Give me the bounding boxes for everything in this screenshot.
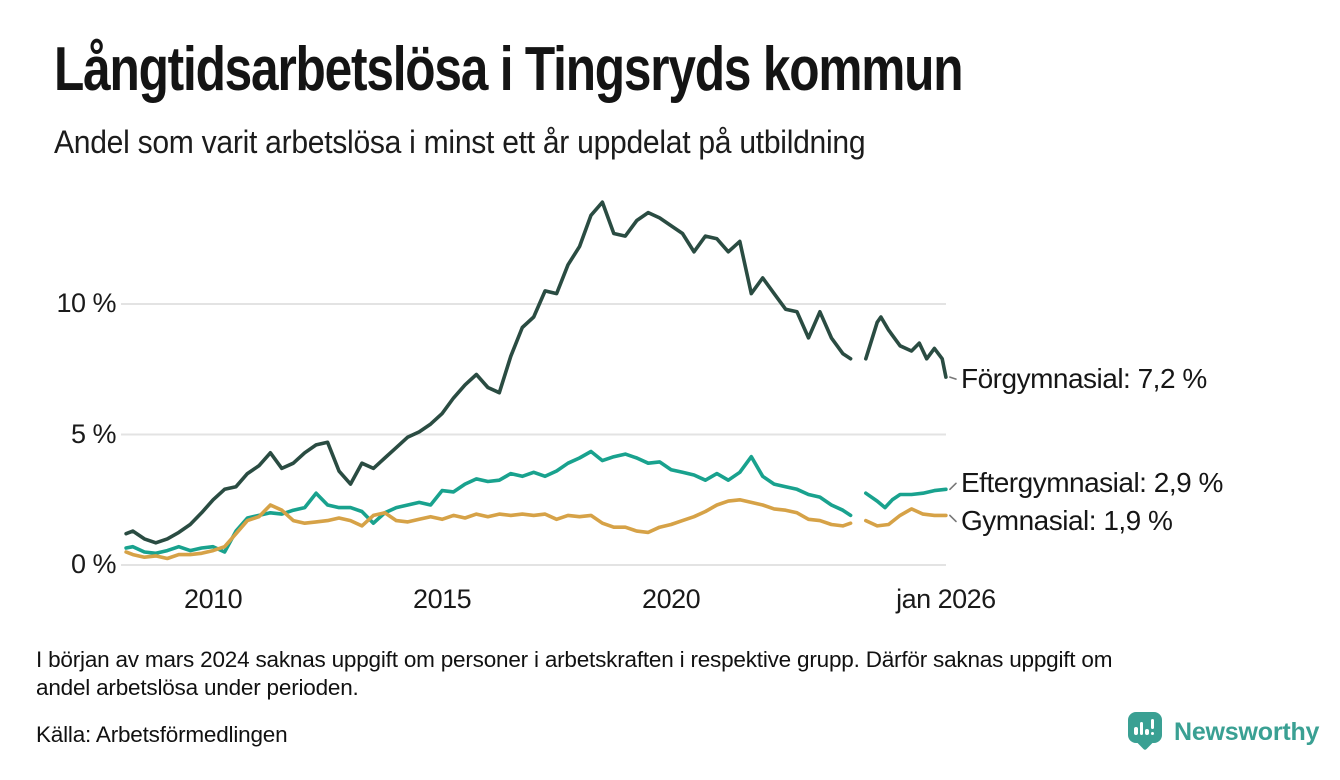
y-axis-tick-label: 0 %: [70, 548, 117, 579]
footnote-line-2: andel arbetslösa under perioden.: [36, 675, 359, 700]
y-axis-tick-label: 5 %: [70, 418, 117, 449]
footnote: I början av mars 2024 saknas uppgift om …: [36, 646, 1112, 702]
footnote-line-1: I början av mars 2024 saknas uppgift om …: [36, 647, 1113, 672]
y-axis-tick-label: 10 %: [56, 287, 116, 318]
source-line: Källa: Arbetsförmedlingen: [36, 722, 288, 747]
icon-bar-short: [1145, 729, 1149, 735]
x-axis-tick-label: 2020: [642, 584, 701, 614]
series-end-label-gymnasial: Gymnasial: 1,9 %: [961, 505, 1173, 537]
chart-title: Långtidsarbetslösa i Tingsryds kommun: [54, 35, 964, 104]
icon-bar-tall: [1139, 722, 1143, 735]
newsworthy-logo: Newsworthy: [1126, 711, 1319, 754]
x-axis-tick-label: jan 2026: [896, 584, 996, 614]
newsworthy-bar-chart-bubble-icon: [1126, 711, 1165, 754]
newsworthy-wordmark: Newsworthy: [1174, 718, 1320, 746]
bubble-shape: [1128, 712, 1162, 743]
series-end-label-eftergymnasial: Eftergymnasial: 2,9 %: [961, 467, 1223, 499]
chart-subtitle: Andel som varit arbetslösa i minst ett å…: [54, 124, 866, 160]
x-axis-tick-label: 2010: [184, 584, 243, 614]
series-end-label-forgymnasial: Förgymnasial: 7,2 %: [961, 363, 1207, 395]
icon-exclamation-dot: [1150, 731, 1154, 735]
x-axis-tick-label: 2015: [413, 584, 472, 614]
icon-exclamation-stem: [1150, 719, 1154, 729]
icon-bar-small: [1134, 727, 1138, 735]
